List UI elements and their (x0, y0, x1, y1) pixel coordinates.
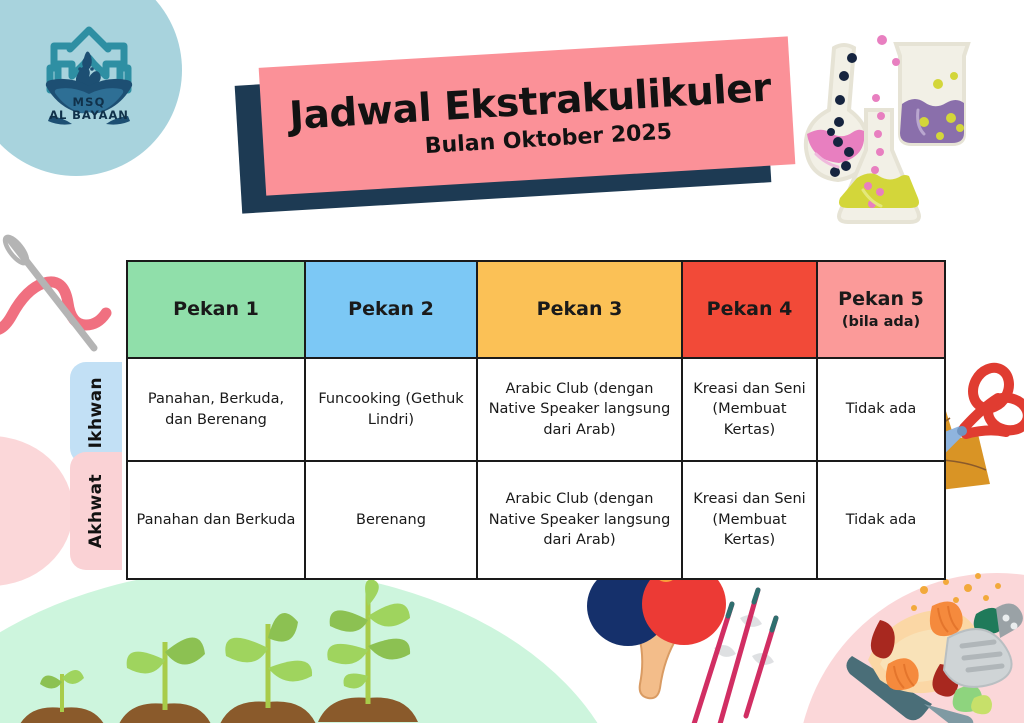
column-header-pekan-5-label: Pekan 5 (838, 287, 924, 310)
column-header-pekan-5: Pekan 5 (bila ada) (816, 260, 946, 359)
schedule-table: Pekan 1 Pekan 2 Pekan 3 Pekan 4 Pekan 5 … (126, 260, 946, 580)
column-header-pekan-3: Pekan 3 (476, 260, 683, 359)
column-header-pekan-2-label: Pekan 2 (348, 297, 434, 320)
table-header-row: Pekan 1 Pekan 2 Pekan 3 Pekan 4 Pekan 5 … (126, 260, 946, 359)
cell-ikhwan-pekan-5: Tidak ada (816, 357, 946, 462)
row-tab-akhwat-label: Akhwat (86, 473, 106, 549)
column-header-pekan-5-sub: (bila ada) (841, 314, 921, 331)
pink-background-blob-left (0, 436, 73, 586)
cell-ikhwan-pekan-2: Funcooking (Gethuk Lindri) (304, 357, 478, 462)
column-header-pekan-3-label: Pekan 3 (536, 297, 623, 320)
logo-wordmark: MSQ AL BAYAAN (28, 95, 150, 123)
column-header-pekan-1: Pekan 1 (126, 260, 306, 359)
logo-line-2: AL BAYAAN (49, 108, 129, 123)
cell-ikhwan-pekan-4: Kreasi dan Seni (Membuat Kertas) (681, 357, 818, 462)
column-header-pekan-1-label: Pekan 1 (173, 297, 259, 320)
row-tab-akhwat[interactable]: Akhwat (70, 452, 122, 570)
cell-akhwat-pekan-4: Kreasi dan Seni (Membuat Kertas) (681, 460, 818, 580)
cell-akhwat-pekan-3: Arabic Club (dengan Native Speaker langs… (476, 460, 683, 580)
table-header: Pekan 1 Pekan 2 Pekan 3 Pekan 4 Pekan 5 … (126, 260, 946, 359)
table-body: Panahan, Berkuda, dan Berenang Funcookin… (126, 357, 946, 580)
column-header-pekan-2: Pekan 2 (304, 260, 478, 359)
cooking-food-icon (828, 568, 1024, 723)
cell-ikhwan-pekan-1: Panahan, Berkuda, dan Berenang (126, 357, 306, 462)
lab-glassware-icon (768, 14, 1024, 244)
column-header-pekan-4-label: Pekan 4 (706, 297, 793, 320)
cell-akhwat-pekan-1: Panahan dan Berkuda (126, 460, 306, 580)
column-header-pekan-4: Pekan 4 (681, 260, 818, 359)
msq-al-bayaan-logo-icon (28, 24, 150, 150)
row-tab-ikhwan-label: Ikhwan (86, 377, 106, 449)
growing-plants-icon (0, 576, 450, 723)
row-tab-ikhwan[interactable]: Ikhwan (70, 362, 122, 464)
sports-equipment-icon (580, 556, 795, 723)
table-row-ikhwan: Panahan, Berkuda, dan Berenang Funcookin… (126, 357, 946, 462)
cell-ikhwan-pekan-3: Arabic Club (dengan Native Speaker langs… (476, 357, 683, 462)
cell-akhwat-pekan-2: Berenang (304, 460, 478, 580)
table-row-akhwat: Panahan dan Berkuda Berenang Arabic Club… (126, 460, 946, 580)
cell-akhwat-pekan-5: Tidak ada (816, 460, 946, 580)
logo-line-1: MSQ (72, 95, 106, 109)
needle-and-thread-icon (0, 182, 144, 367)
